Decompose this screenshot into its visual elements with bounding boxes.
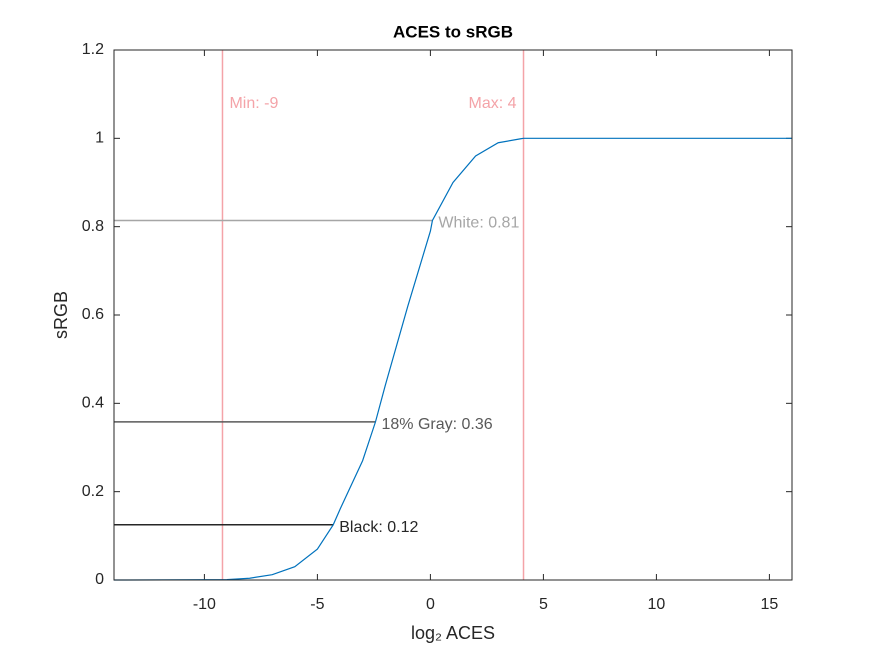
- level-label: 18% Gray: 0.36: [381, 416, 492, 433]
- x-tick-label: 15: [761, 596, 779, 613]
- y-tick-label: 0.4: [82, 395, 104, 412]
- y-tick-label: 0.2: [82, 483, 104, 500]
- x-tick-label: 10: [648, 596, 666, 613]
- curve: [113, 137, 792, 581]
- y-tick-label: 1.2: [82, 41, 104, 58]
- level-label: Black: 0.12: [339, 519, 418, 536]
- y-tick-label: 0.8: [82, 218, 104, 235]
- x-tick-label: -5: [310, 596, 324, 613]
- x-tick-label: 0: [426, 596, 435, 613]
- limit-label: Max: 4: [468, 95, 516, 112]
- x-axis-label: log₂ ACES: [411, 623, 495, 643]
- level-label: White: 0.81: [438, 215, 519, 232]
- y-axis-label: sRGB: [51, 291, 71, 339]
- y-tick-label: 0: [95, 571, 104, 588]
- x-tick-label: -10: [193, 596, 216, 613]
- chart-title: ACES to sRGB: [393, 22, 513, 41]
- y-tick-label: 0.6: [82, 306, 104, 323]
- axes-box: [113, 49, 793, 581]
- y-tick-label: 1: [95, 130, 104, 147]
- limit-label: Min: -9: [229, 95, 278, 112]
- x-tick-label: 5: [539, 596, 548, 613]
